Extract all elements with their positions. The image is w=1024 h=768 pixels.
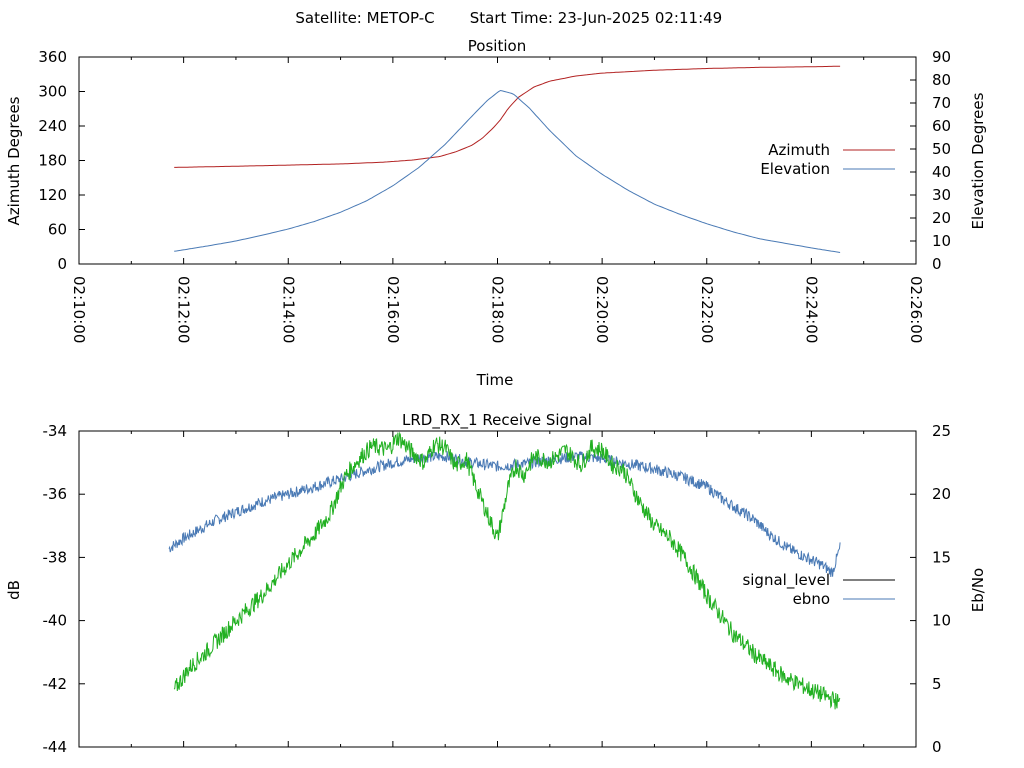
signal-y2label: Eb/No <box>969 568 987 612</box>
y2-tick-label: 20 <box>932 209 951 227</box>
y-tick-label: -44 <box>43 738 68 756</box>
y-tick-label: -34 <box>43 422 68 440</box>
signal-chart: LRD_RX_1 Receive Signal dB Eb/No -44-42-… <box>5 411 987 756</box>
y-tick-label: 240 <box>38 117 67 135</box>
y2-tick-label: 15 <box>932 548 951 566</box>
y2-tick-label: 20 <box>932 485 951 503</box>
x-tick-label: 02:14:00 <box>279 276 297 343</box>
position-chart: Position Azimuth Degrees Elevation Degre… <box>5 37 987 389</box>
series-line-ebno <box>168 451 841 578</box>
y2-tick-label: 10 <box>932 612 951 630</box>
y-tick-label: 120 <box>38 186 67 204</box>
y2-tick-label: 25 <box>932 422 951 440</box>
position-ylabel: Azimuth Degrees <box>5 96 23 225</box>
y-tick-label: 300 <box>38 83 67 101</box>
signal-axes: -44 -42 -40 -38 -36 -34 0 5 10 15 20 25 <box>43 422 952 756</box>
x-tick-label: 02:12:00 <box>175 276 193 343</box>
x-tick-label: 02:20:00 <box>593 276 611 343</box>
y2-tick-label: 0 <box>932 738 942 756</box>
signal-plot-frame <box>78 430 917 748</box>
y2-tick-label: 30 <box>932 186 951 204</box>
legend-label-Azimuth: Azimuth <box>768 141 830 159</box>
series-line-Azimuth <box>174 65 841 168</box>
y2-tick-label: 70 <box>932 94 951 112</box>
y2-tick-label: 90 <box>932 48 951 66</box>
y-tick-label: -42 <box>43 675 68 693</box>
y-tick-label: 0 <box>57 255 67 273</box>
y2-tick-label: 50 <box>932 140 951 158</box>
signal-series <box>168 431 841 710</box>
x-tick-label: 02:10:00 <box>70 276 88 343</box>
x-tick-label: 02:18:00 <box>489 276 507 343</box>
y-tick-label: 60 <box>48 221 67 239</box>
x-tick-label: 02:22:00 <box>698 276 716 343</box>
legend-label-Elevation: Elevation <box>760 160 830 178</box>
position-xlabel: Time <box>476 371 514 389</box>
header-start-time: Start Time: 23-Jun-2025 02:11:49 <box>470 9 722 27</box>
series-line-Elevation <box>174 89 841 253</box>
y-tick-label: -38 <box>43 548 68 566</box>
header-satellite: Satellite: METOP-C <box>295 9 434 27</box>
x-tick-label: 02:16:00 <box>384 276 402 343</box>
y-tick-label: -36 <box>43 485 68 503</box>
position-series <box>174 65 841 253</box>
x-tick-label: 02:26:00 <box>907 276 925 343</box>
x-tick-label: 02:24:00 <box>802 276 820 343</box>
position-axes: 0 60 120 180 240 300 360 0 10 20 30 40 50 60 70 80 90 02:… <box>38 48 951 343</box>
signal-chart-title: LRD_RX_1 Receive Signal <box>402 411 592 430</box>
series-line-unlabeled <box>173 431 841 710</box>
y2-tick-label: 40 <box>932 163 951 181</box>
legend-label-ebno: ebno <box>793 590 830 608</box>
y2-tick-label: 60 <box>932 117 951 135</box>
y2-tick-label: 10 <box>932 232 951 250</box>
y2-tick-label: 5 <box>932 675 942 693</box>
y-tick-label: -40 <box>43 612 68 630</box>
signal-ylabel: dB <box>5 580 23 600</box>
y2-tick-label: 0 <box>932 255 942 273</box>
y-tick-label: 360 <box>38 48 67 66</box>
position-y2label: Elevation Degrees <box>969 92 987 229</box>
position-chart-title: Position <box>468 37 526 55</box>
y-tick-label: 180 <box>38 152 67 170</box>
legend-label-signal_level: signal_level <box>742 571 830 590</box>
y2-tick-label: 80 <box>932 71 951 89</box>
